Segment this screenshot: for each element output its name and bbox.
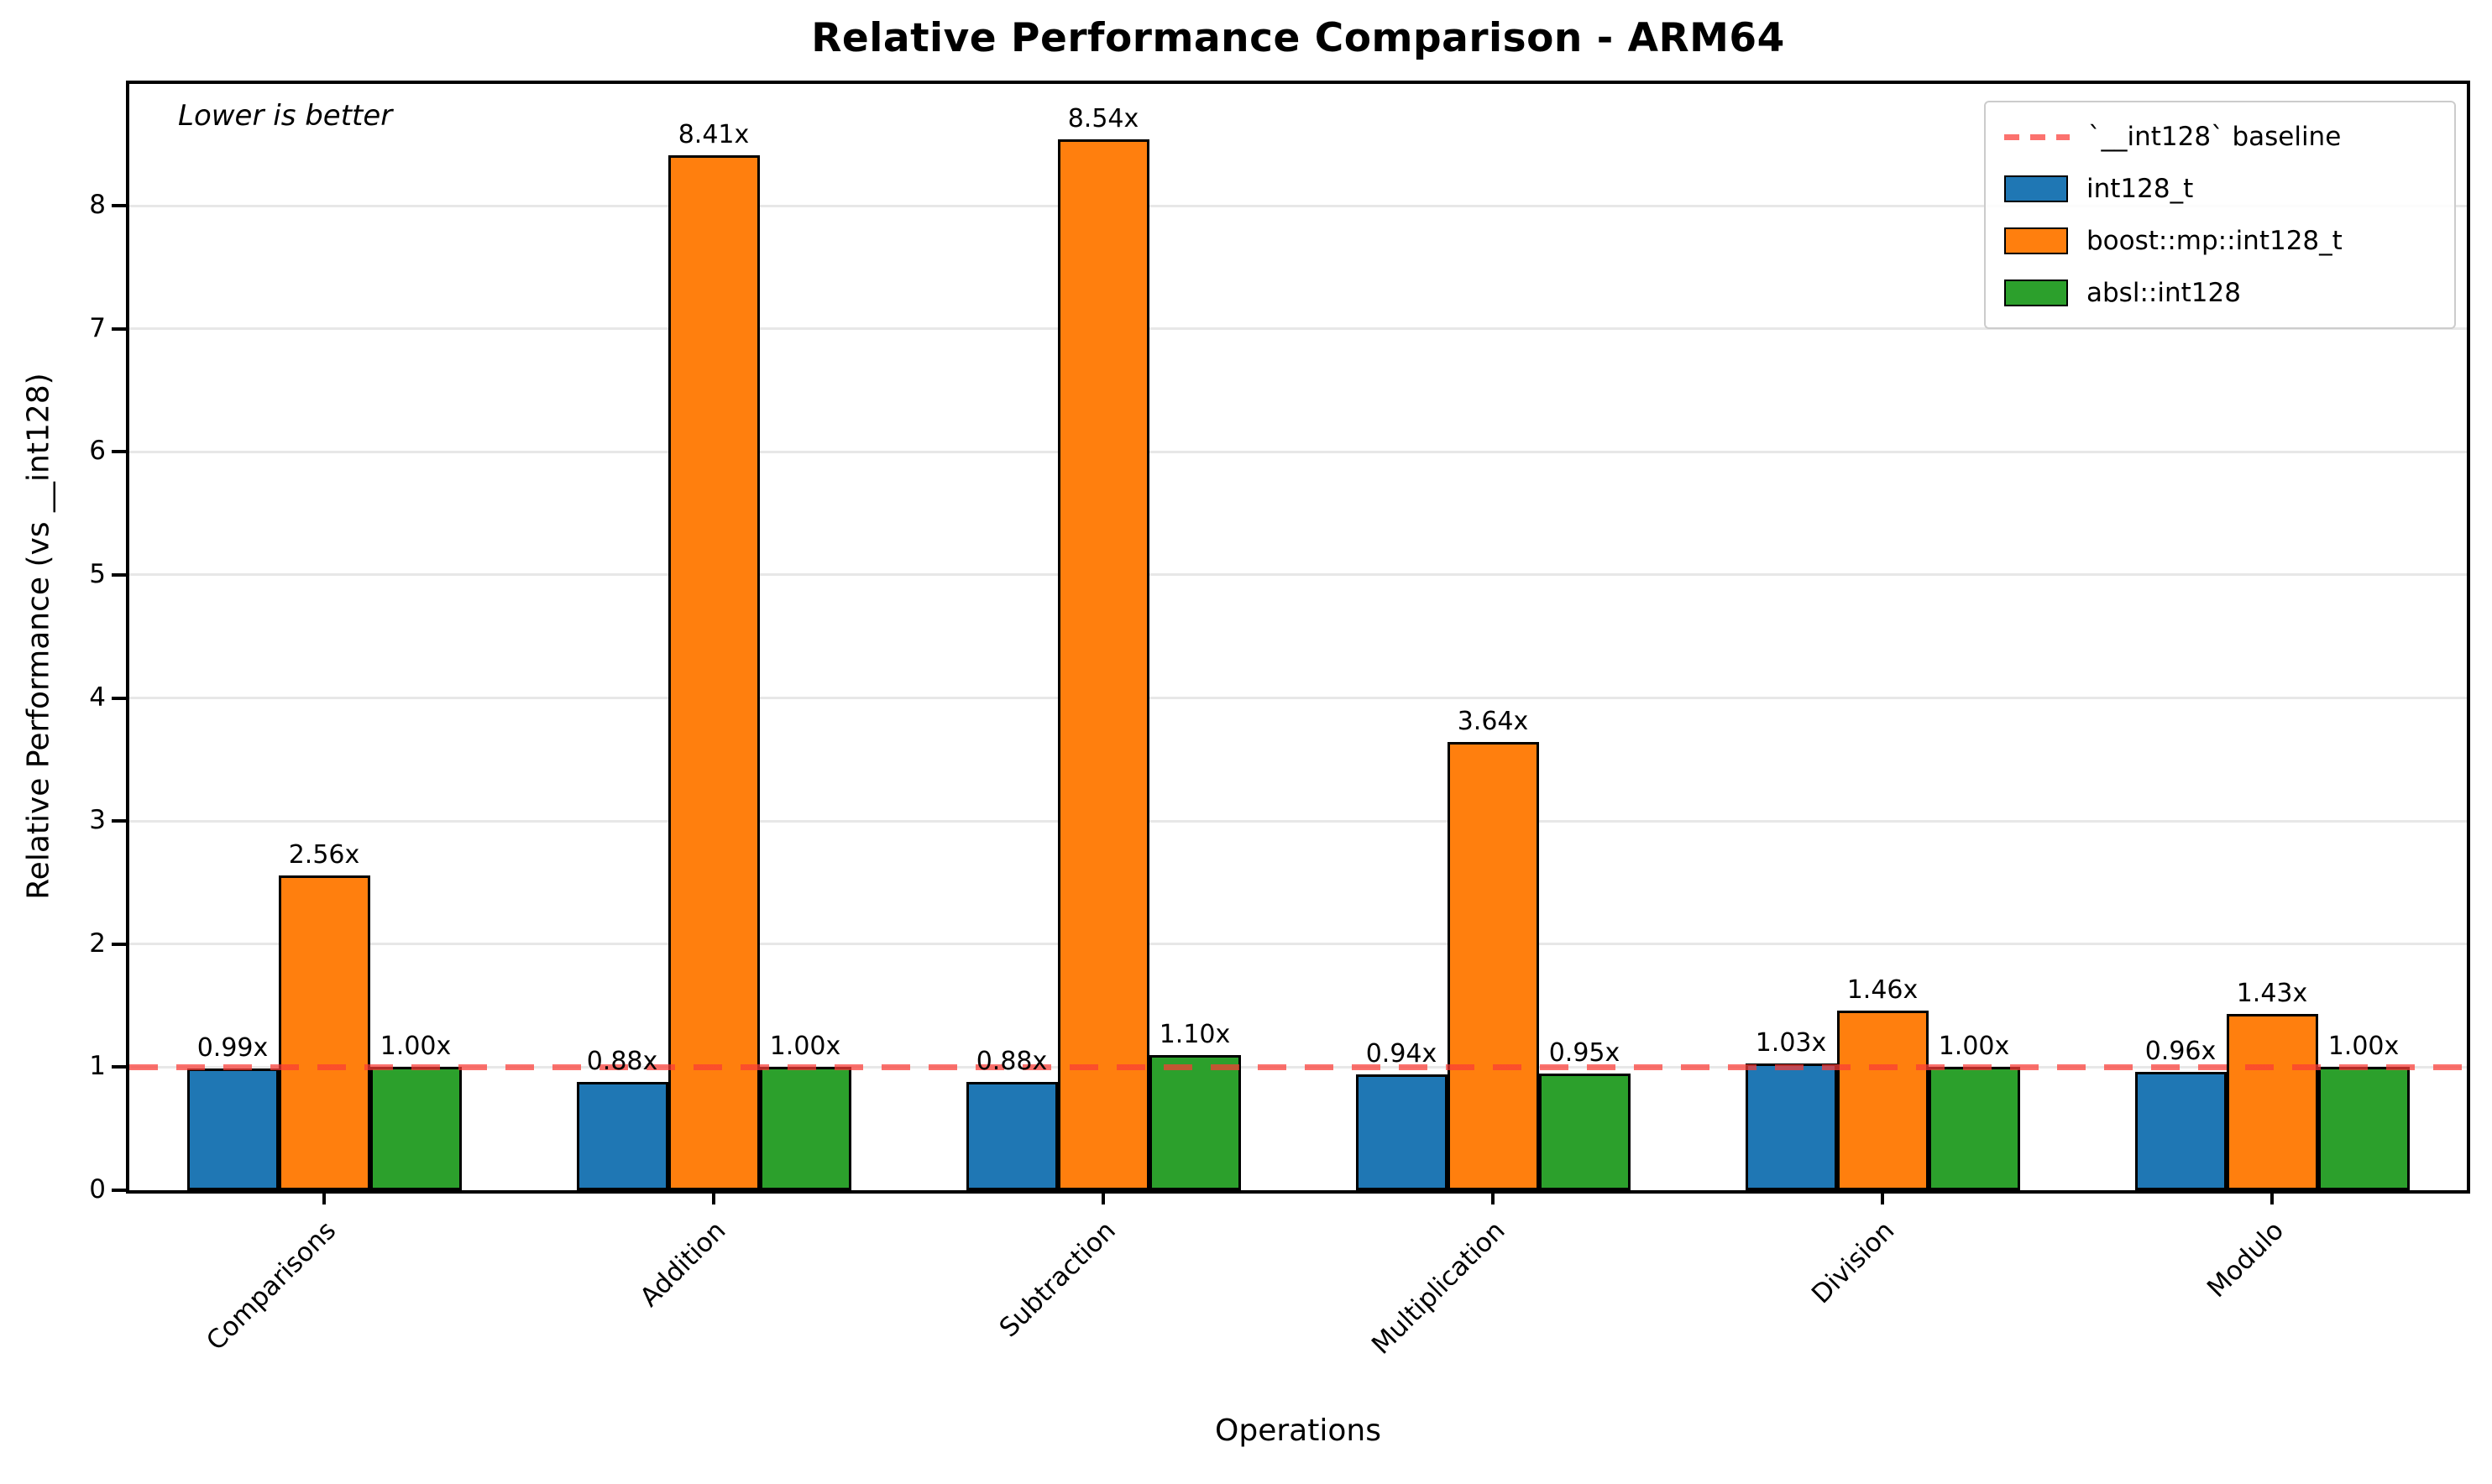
x-tick-label: Division — [1806, 1215, 1901, 1310]
legend-label: int128_t — [2086, 174, 2194, 204]
bar-value-label: 1.00x — [2327, 1032, 2400, 1062]
y-tick-mark — [112, 696, 126, 700]
y-tick-label: 6 — [89, 436, 106, 467]
green-patch-swatch — [2004, 280, 2068, 306]
x-tick-label: Subtraction — [993, 1215, 1122, 1344]
bar-value-label: 0.95x — [1548, 1037, 1620, 1068]
x-tick-mark — [322, 1190, 326, 1204]
legend-label: absl::int128 — [2086, 278, 2241, 308]
gridline — [129, 327, 2467, 331]
bar-value-label: 1.00x — [1938, 1032, 2010, 1062]
bar-boost-mp-int128-t — [278, 875, 370, 1190]
y-tick-mark — [112, 942, 126, 946]
bar-int128-t — [1745, 1063, 1837, 1190]
legend-item-int128t: int128_t — [2004, 174, 2436, 204]
y-tick-mark — [112, 327, 126, 331]
bar-boost-mp-int128-t — [1836, 1010, 1929, 1190]
gridline — [129, 450, 2467, 453]
bar-int128-t — [966, 1082, 1058, 1190]
legend-label: `__int128` baseline — [2088, 122, 2342, 152]
bar-int128-t — [576, 1082, 668, 1190]
x-tick-mark — [712, 1190, 715, 1204]
y-tick-mark — [112, 204, 126, 208]
x-tick-mark — [1881, 1190, 1884, 1204]
bar-value-label: 1.00x — [769, 1032, 841, 1062]
bar-value-label: 1.10x — [1159, 1019, 1231, 1049]
y-tick-label: 2 — [89, 928, 106, 959]
bar-absl-int128 — [1538, 1073, 1631, 1190]
bar-value-label: 3.64x — [1457, 707, 1529, 737]
y-tick-label: 5 — [89, 558, 106, 589]
baseline-dashed-line — [129, 1063, 2467, 1070]
x-tick-mark — [2270, 1190, 2274, 1204]
bar-absl-int128 — [759, 1067, 851, 1190]
bar-boost-mp-int128-t — [668, 155, 760, 1190]
y-tick-mark — [112, 1189, 126, 1192]
x-tick-label: Comparisons — [201, 1215, 343, 1357]
bar-value-label: 8.41x — [678, 120, 750, 150]
bar-absl-int128 — [1149, 1054, 1241, 1190]
orange-patch-swatch — [2004, 227, 2068, 254]
y-tick-label: 3 — [89, 805, 106, 836]
gridline — [129, 204, 2467, 207]
gridline — [129, 573, 2467, 577]
y-tick-label: 1 — [89, 1051, 106, 1082]
y-tick-mark — [112, 450, 126, 454]
x-tick-label: Modulo — [2201, 1215, 2290, 1304]
x-tick-label: Addition — [634, 1215, 732, 1313]
x-tick-label: Multiplication — [1365, 1215, 1511, 1361]
x-tick-mark — [1491, 1190, 1495, 1204]
bar-value-label: 1.46x — [1846, 975, 1919, 1005]
legend-item-boost: boost::mp::int128_t — [2004, 226, 2436, 256]
y-tick-mark — [112, 819, 126, 823]
y-tick-label: 0 — [89, 1174, 106, 1204]
chart-title: Relative Performance Comparison - ARM64 — [811, 15, 1785, 61]
bar-value-label: 1.03x — [1755, 1027, 1827, 1058]
annotation-lower-is-better: Lower is better — [178, 99, 393, 133]
y-tick-label: 8 — [89, 190, 106, 221]
bar-value-label: 0.88x — [586, 1046, 658, 1076]
y-tick-mark — [112, 1065, 126, 1069]
bar-value-label: 0.99x — [196, 1032, 269, 1063]
gridline — [129, 943, 2467, 946]
y-tick-label: 7 — [89, 312, 106, 343]
bar-absl-int128 — [1928, 1067, 2020, 1190]
bar-value-label: 0.96x — [2144, 1037, 2217, 1067]
bar-boost-mp-int128-t — [2226, 1014, 2318, 1190]
bar-value-label: 0.88x — [976, 1046, 1048, 1076]
bar-boost-mp-int128-t — [1447, 742, 1539, 1190]
bar-value-label: 1.43x — [2236, 979, 2308, 1009]
legend-item-absl: absl::int128 — [2004, 278, 2436, 308]
bar-value-label: 0.94x — [1365, 1039, 1437, 1069]
x-tick-mark — [1102, 1190, 1105, 1204]
legend-item-baseline: `__int128` baseline — [2004, 122, 2436, 152]
bar-absl-int128 — [2317, 1067, 2410, 1190]
legend-label: boost::mp::int128_t — [2086, 226, 2343, 256]
bar-int128-t — [186, 1068, 279, 1190]
bar-boost-mp-int128-t — [1057, 138, 1149, 1190]
y-tick-label: 4 — [89, 682, 106, 713]
bar-int128-t — [2134, 1072, 2227, 1190]
bar-value-label: 1.00x — [380, 1032, 452, 1062]
bar-int128-t — [1355, 1074, 1448, 1190]
bar-value-label: 8.54x — [1067, 103, 1139, 133]
gridline — [129, 697, 2467, 700]
bar-absl-int128 — [369, 1067, 462, 1190]
bar-value-label: 2.56x — [288, 839, 360, 870]
y-tick-mark — [112, 572, 126, 577]
dashed-line-swatch — [2004, 133, 2070, 140]
x-axis-label: Operations — [1215, 1413, 1381, 1448]
gridline — [129, 819, 2467, 823]
legend: `__int128` baseline int128_t boost::mp::… — [1984, 101, 2456, 329]
blue-patch-swatch — [2004, 175, 2068, 202]
